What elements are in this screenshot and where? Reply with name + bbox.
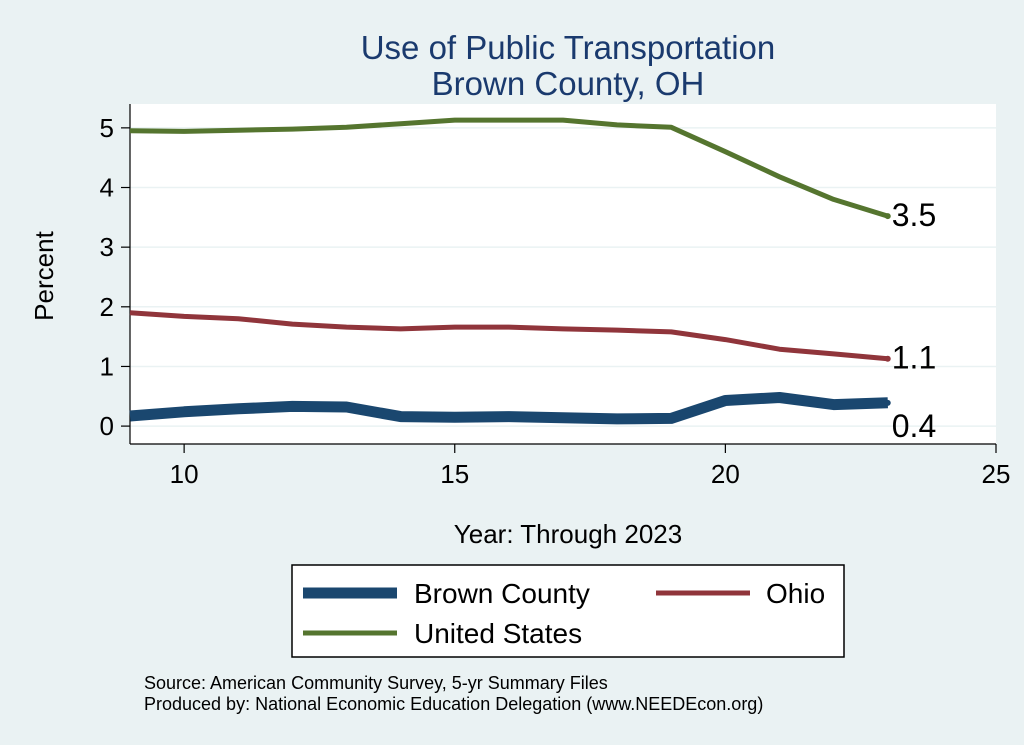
legend: Brown County Ohio United States bbox=[291, 564, 845, 658]
legend-label-united-states: United States bbox=[414, 618, 582, 649]
y-tick-label-0: 0 bbox=[100, 411, 114, 441]
chart-title-line-2: Brown County, OH bbox=[432, 65, 705, 102]
end-point-united-states bbox=[884, 213, 891, 220]
y-tick-label-2: 2 bbox=[100, 292, 114, 322]
x-tick-label-10: 10 bbox=[170, 459, 199, 489]
series-line-united-states bbox=[129, 117, 889, 219]
source-note: Source: American Community Survey, 5-yr … bbox=[144, 673, 608, 693]
plot-area bbox=[130, 104, 996, 444]
x-tick-label-20: 20 bbox=[711, 459, 740, 489]
series-line-ohio bbox=[129, 310, 889, 362]
end-point-brown-county bbox=[884, 399, 891, 406]
end-point-ohio bbox=[884, 355, 891, 362]
end-label-ohio: 1.1 bbox=[892, 340, 936, 376]
y-tick-label-3: 3 bbox=[100, 232, 114, 262]
y-tick-label-4: 4 bbox=[100, 173, 114, 203]
end-labels: 0.4 1.1 3.5 bbox=[892, 197, 936, 444]
y-tick-label-5: 5 bbox=[100, 113, 114, 143]
gridlines bbox=[130, 127, 996, 427]
producer-note: Produced by: National Economic Education… bbox=[144, 694, 763, 714]
x-tick-label-25: 25 bbox=[982, 459, 1011, 489]
x-axis-label: Year: Through 2023 bbox=[454, 519, 682, 549]
axes: 0 1 2 3 4 5 10 15 20 25 bbox=[100, 104, 1011, 489]
legend-label-ohio: Ohio bbox=[766, 578, 825, 609]
end-label-brown-county: 0.4 bbox=[892, 408, 936, 444]
y-axis-label: Percent bbox=[29, 230, 59, 320]
legend-label-brown-county: Brown County bbox=[414, 578, 590, 609]
series-lines bbox=[129, 117, 891, 425]
series-line-brown-county bbox=[129, 392, 888, 425]
y-tick-label-1: 1 bbox=[100, 351, 114, 381]
end-label-united-states: 3.5 bbox=[892, 197, 936, 233]
chart-title-line-1: Use of Public Transportation bbox=[361, 29, 776, 66]
legend-box bbox=[291, 564, 845, 658]
x-tick-label-15: 15 bbox=[440, 459, 469, 489]
